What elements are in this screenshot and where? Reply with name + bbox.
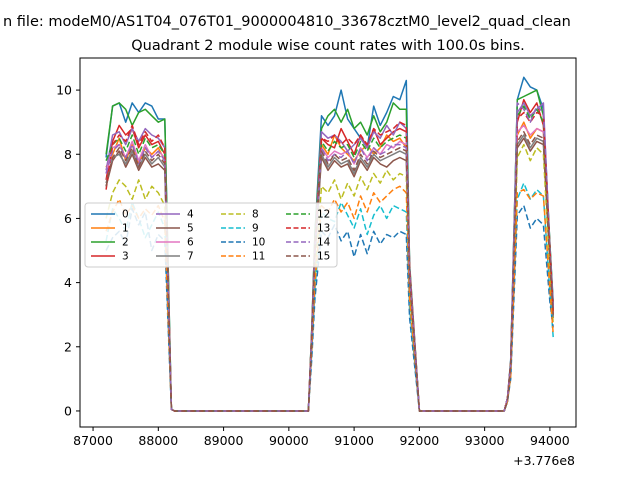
series-line-15 bbox=[105, 131, 554, 412]
legend-label-4: 4 bbox=[187, 209, 194, 221]
legend-label-12: 12 bbox=[317, 209, 330, 221]
x-tick-label: 88000 bbox=[138, 433, 178, 448]
legend-label-15: 15 bbox=[317, 251, 330, 263]
legend-label-1: 1 bbox=[122, 223, 129, 235]
plot-area bbox=[79, 57, 577, 428]
y-tick-label: 6 bbox=[64, 211, 72, 226]
y-axis: 0 2 4 6 8 10 bbox=[56, 83, 80, 418]
figure-suptitle: n file: modeM0/AS1T04_076T01_9000004810_… bbox=[3, 14, 571, 30]
x-tick-label: 91000 bbox=[334, 433, 374, 448]
legend-label-7: 7 bbox=[187, 251, 194, 263]
legend-label-2: 2 bbox=[122, 237, 129, 249]
legend-label-0: 0 bbox=[122, 209, 129, 221]
y-tick-label: 10 bbox=[56, 83, 72, 98]
x-tick-label: 94000 bbox=[530, 433, 570, 448]
x-tick-label: 87000 bbox=[73, 433, 113, 448]
series-line-8 bbox=[105, 143, 554, 412]
x-tick-label: 90000 bbox=[269, 433, 309, 448]
y-tick-label: 4 bbox=[64, 275, 72, 290]
chart-title: Quadrant 2 module wise count rates with … bbox=[131, 38, 525, 54]
y-tick-label: 2 bbox=[64, 339, 72, 354]
series-layer bbox=[105, 76, 554, 412]
legend-label-6: 6 bbox=[187, 237, 194, 249]
y-tick-label: 0 bbox=[64, 403, 72, 418]
legend-label-5: 5 bbox=[187, 223, 194, 235]
legend-label-3: 3 bbox=[122, 251, 129, 263]
axes-frame bbox=[79, 57, 577, 428]
series-line-7 bbox=[105, 134, 554, 412]
legend-label-14: 14 bbox=[317, 237, 331, 249]
legend-label-8: 8 bbox=[252, 209, 259, 221]
x-tick-label: 92000 bbox=[399, 433, 439, 448]
legend-label-10: 10 bbox=[252, 237, 265, 249]
x-offset-label: +3.776e8 bbox=[513, 453, 575, 468]
y-tick-label: 8 bbox=[64, 147, 72, 162]
x-axis: 87000 88000 89000 90000 91000 92000 93000 94000 bbox=[73, 427, 570, 448]
x-tick-label: 89000 bbox=[204, 433, 244, 448]
legend-label-9: 9 bbox=[252, 223, 259, 235]
legend-label-13: 13 bbox=[317, 223, 330, 235]
x-tick-label: 93000 bbox=[465, 433, 505, 448]
series-line-5 bbox=[105, 137, 554, 412]
legend-box bbox=[84, 202, 338, 268]
legend-label-11: 11 bbox=[252, 251, 265, 263]
